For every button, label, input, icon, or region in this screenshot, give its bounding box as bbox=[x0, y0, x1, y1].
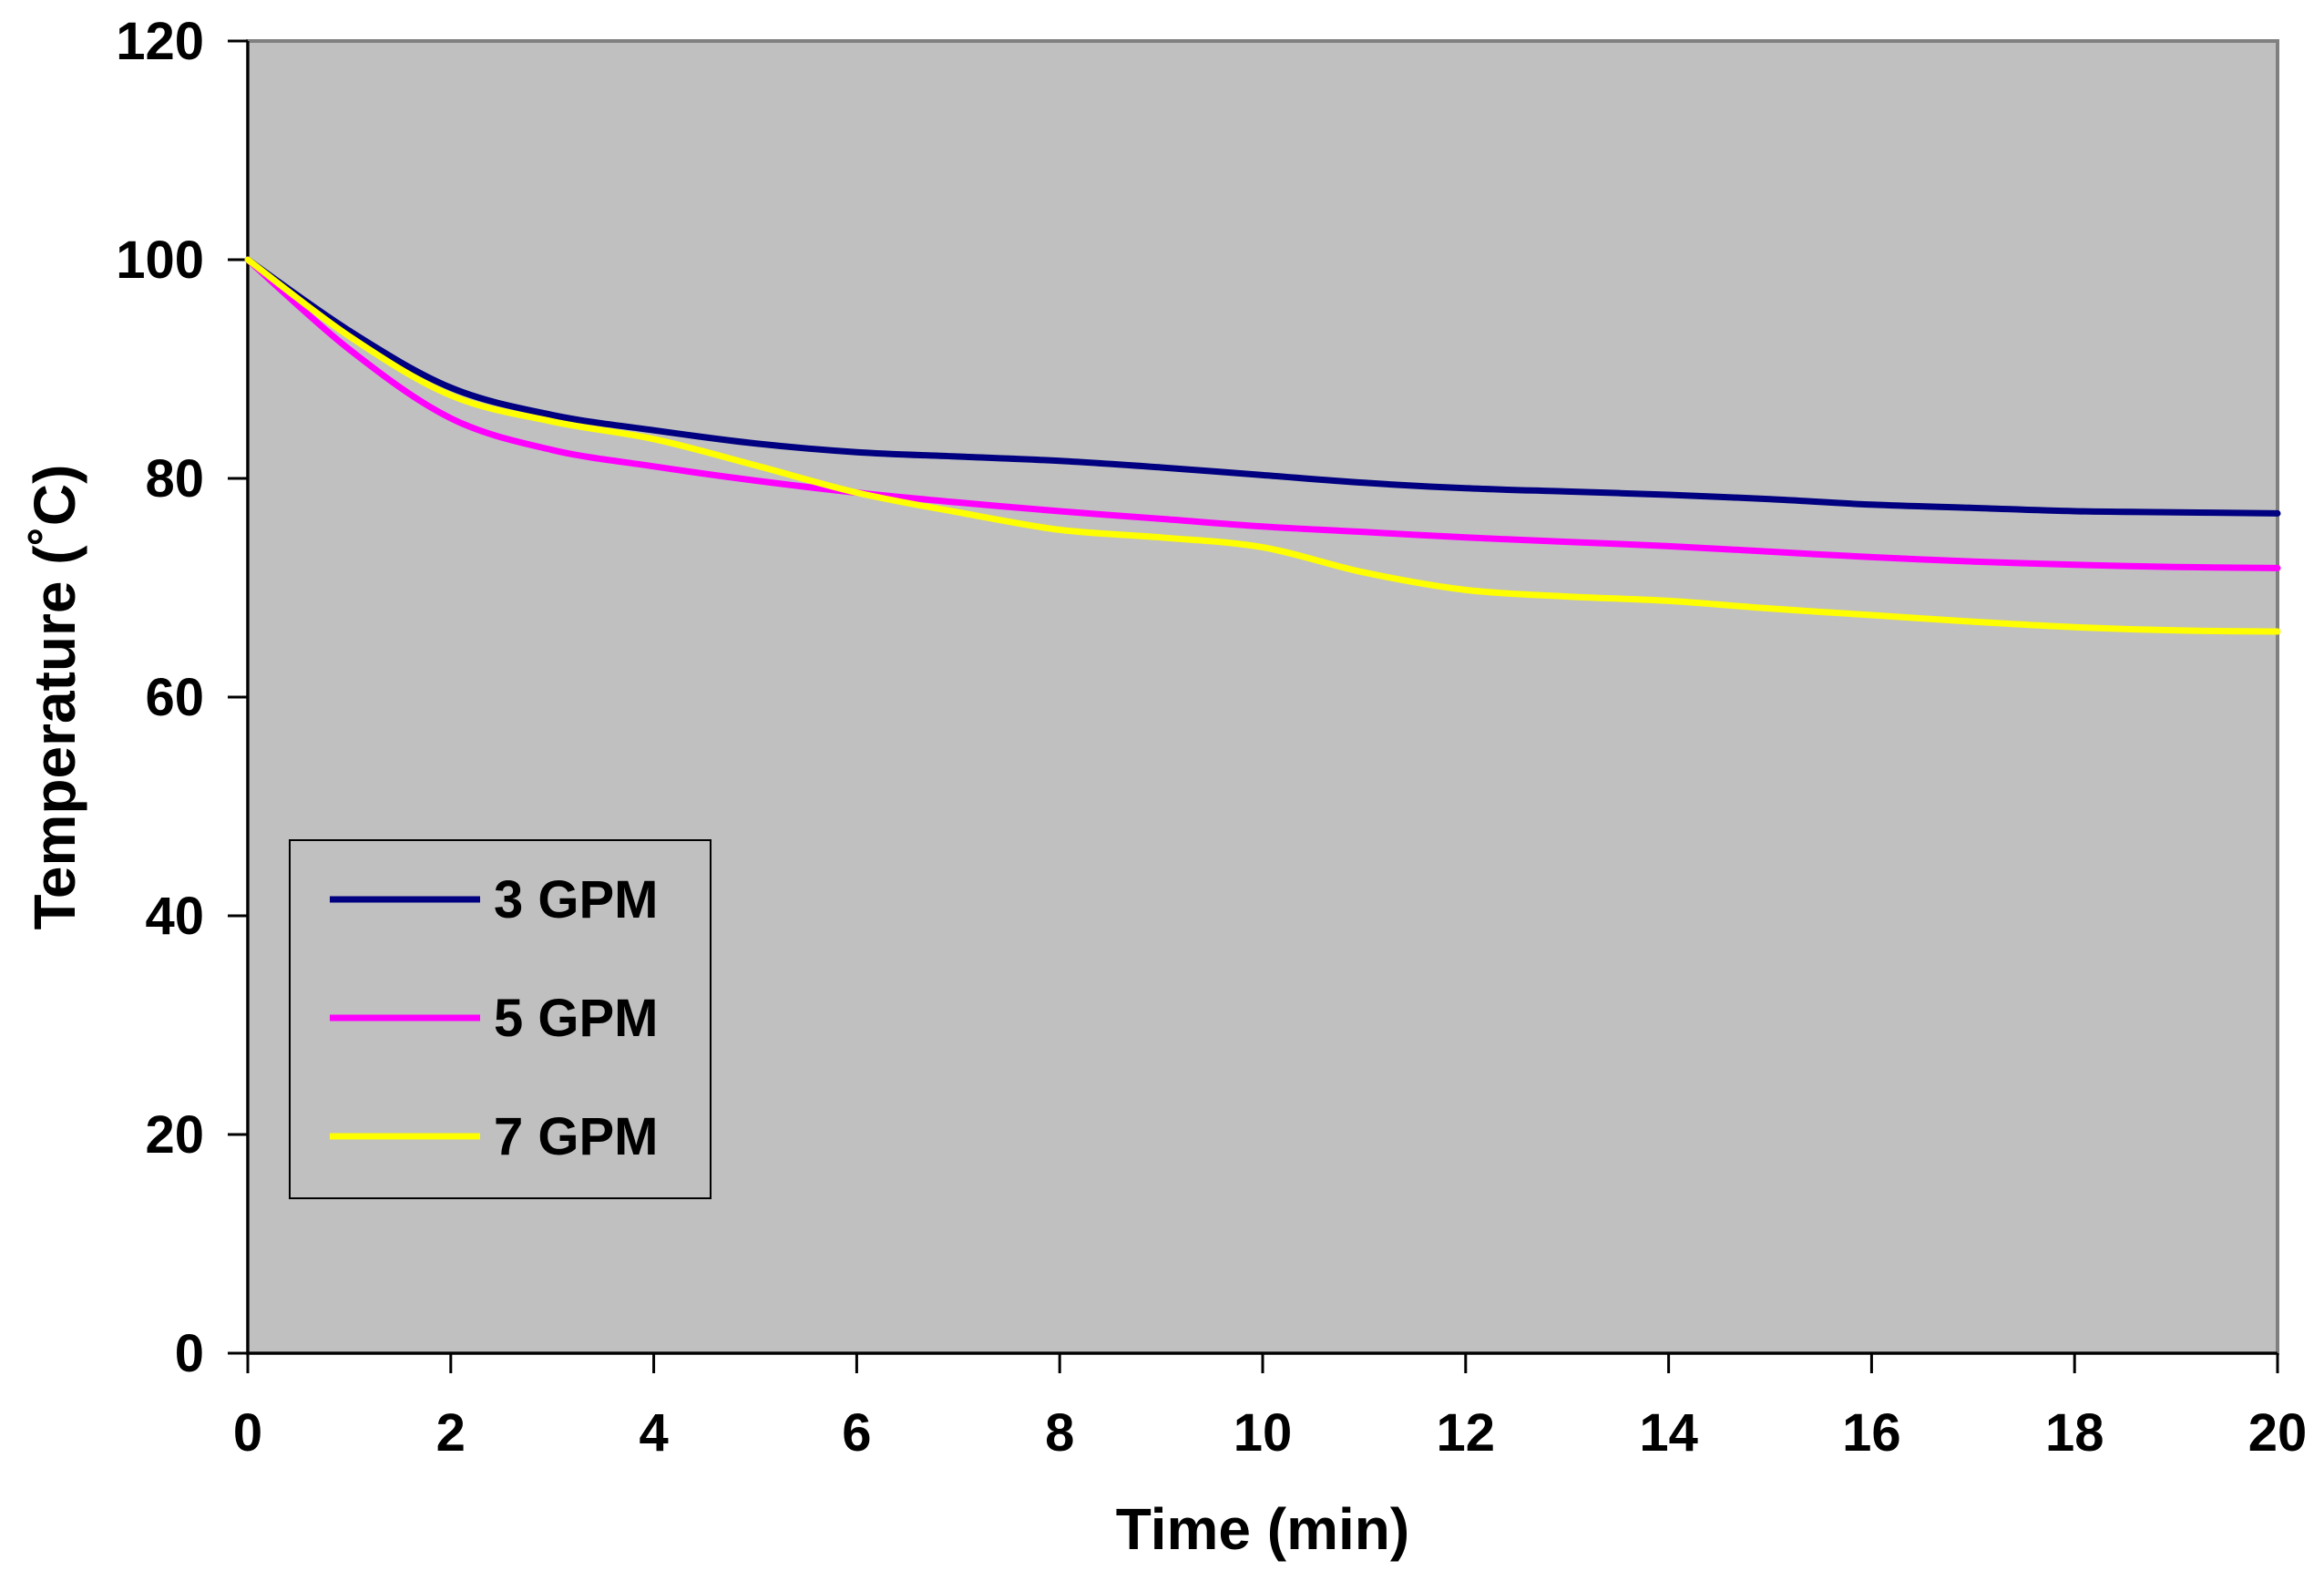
y-tick-label: 120 bbox=[116, 12, 204, 71]
series-line-1 bbox=[244, 256, 2281, 517]
x-tick-label: 2 bbox=[436, 1403, 466, 1463]
y-axis: 0 20 40 60 80 100 120 bbox=[116, 12, 250, 1383]
x-axis-title: Time (min) bbox=[1116, 1496, 1409, 1562]
y-tick-label: 40 bbox=[145, 887, 204, 946]
x-tick-label: 10 bbox=[1234, 1403, 1293, 1463]
legend-label-2: 5 GPM bbox=[494, 989, 659, 1048]
x-tick-label: 12 bbox=[1437, 1403, 1496, 1463]
y-tick-label: 60 bbox=[145, 668, 204, 727]
series-layer bbox=[244, 256, 2281, 635]
x-tick-label: 4 bbox=[639, 1403, 668, 1463]
legend-label-3: 7 GPM bbox=[494, 1107, 659, 1166]
y-axis-title: Temperature (˚C) bbox=[22, 465, 87, 930]
x-tick-label: 8 bbox=[1045, 1403, 1074, 1463]
x-tick-label: 18 bbox=[2045, 1403, 2104, 1463]
y-tick-label: 100 bbox=[116, 231, 204, 290]
legend-label-1: 3 GPM bbox=[494, 870, 659, 929]
legend: 3 GPM 5 GPM 7 GPM bbox=[289, 839, 712, 1199]
x-axis: 0 2 4 6 8 10 12 14 16 18 20 bbox=[233, 1351, 2308, 1463]
y-tick-label: 0 bbox=[175, 1324, 204, 1383]
y-tick-label: 80 bbox=[145, 449, 204, 508]
x-tick-label: 20 bbox=[2248, 1403, 2308, 1463]
x-tick-label: 16 bbox=[1842, 1403, 1901, 1463]
x-tick-label: 0 bbox=[233, 1403, 262, 1463]
x-tick-label: 6 bbox=[842, 1403, 871, 1463]
series-line-3 bbox=[244, 256, 2281, 635]
x-tick-label: 14 bbox=[1639, 1403, 1698, 1463]
series-line-2 bbox=[244, 256, 2281, 571]
y-tick-label: 20 bbox=[145, 1105, 204, 1165]
